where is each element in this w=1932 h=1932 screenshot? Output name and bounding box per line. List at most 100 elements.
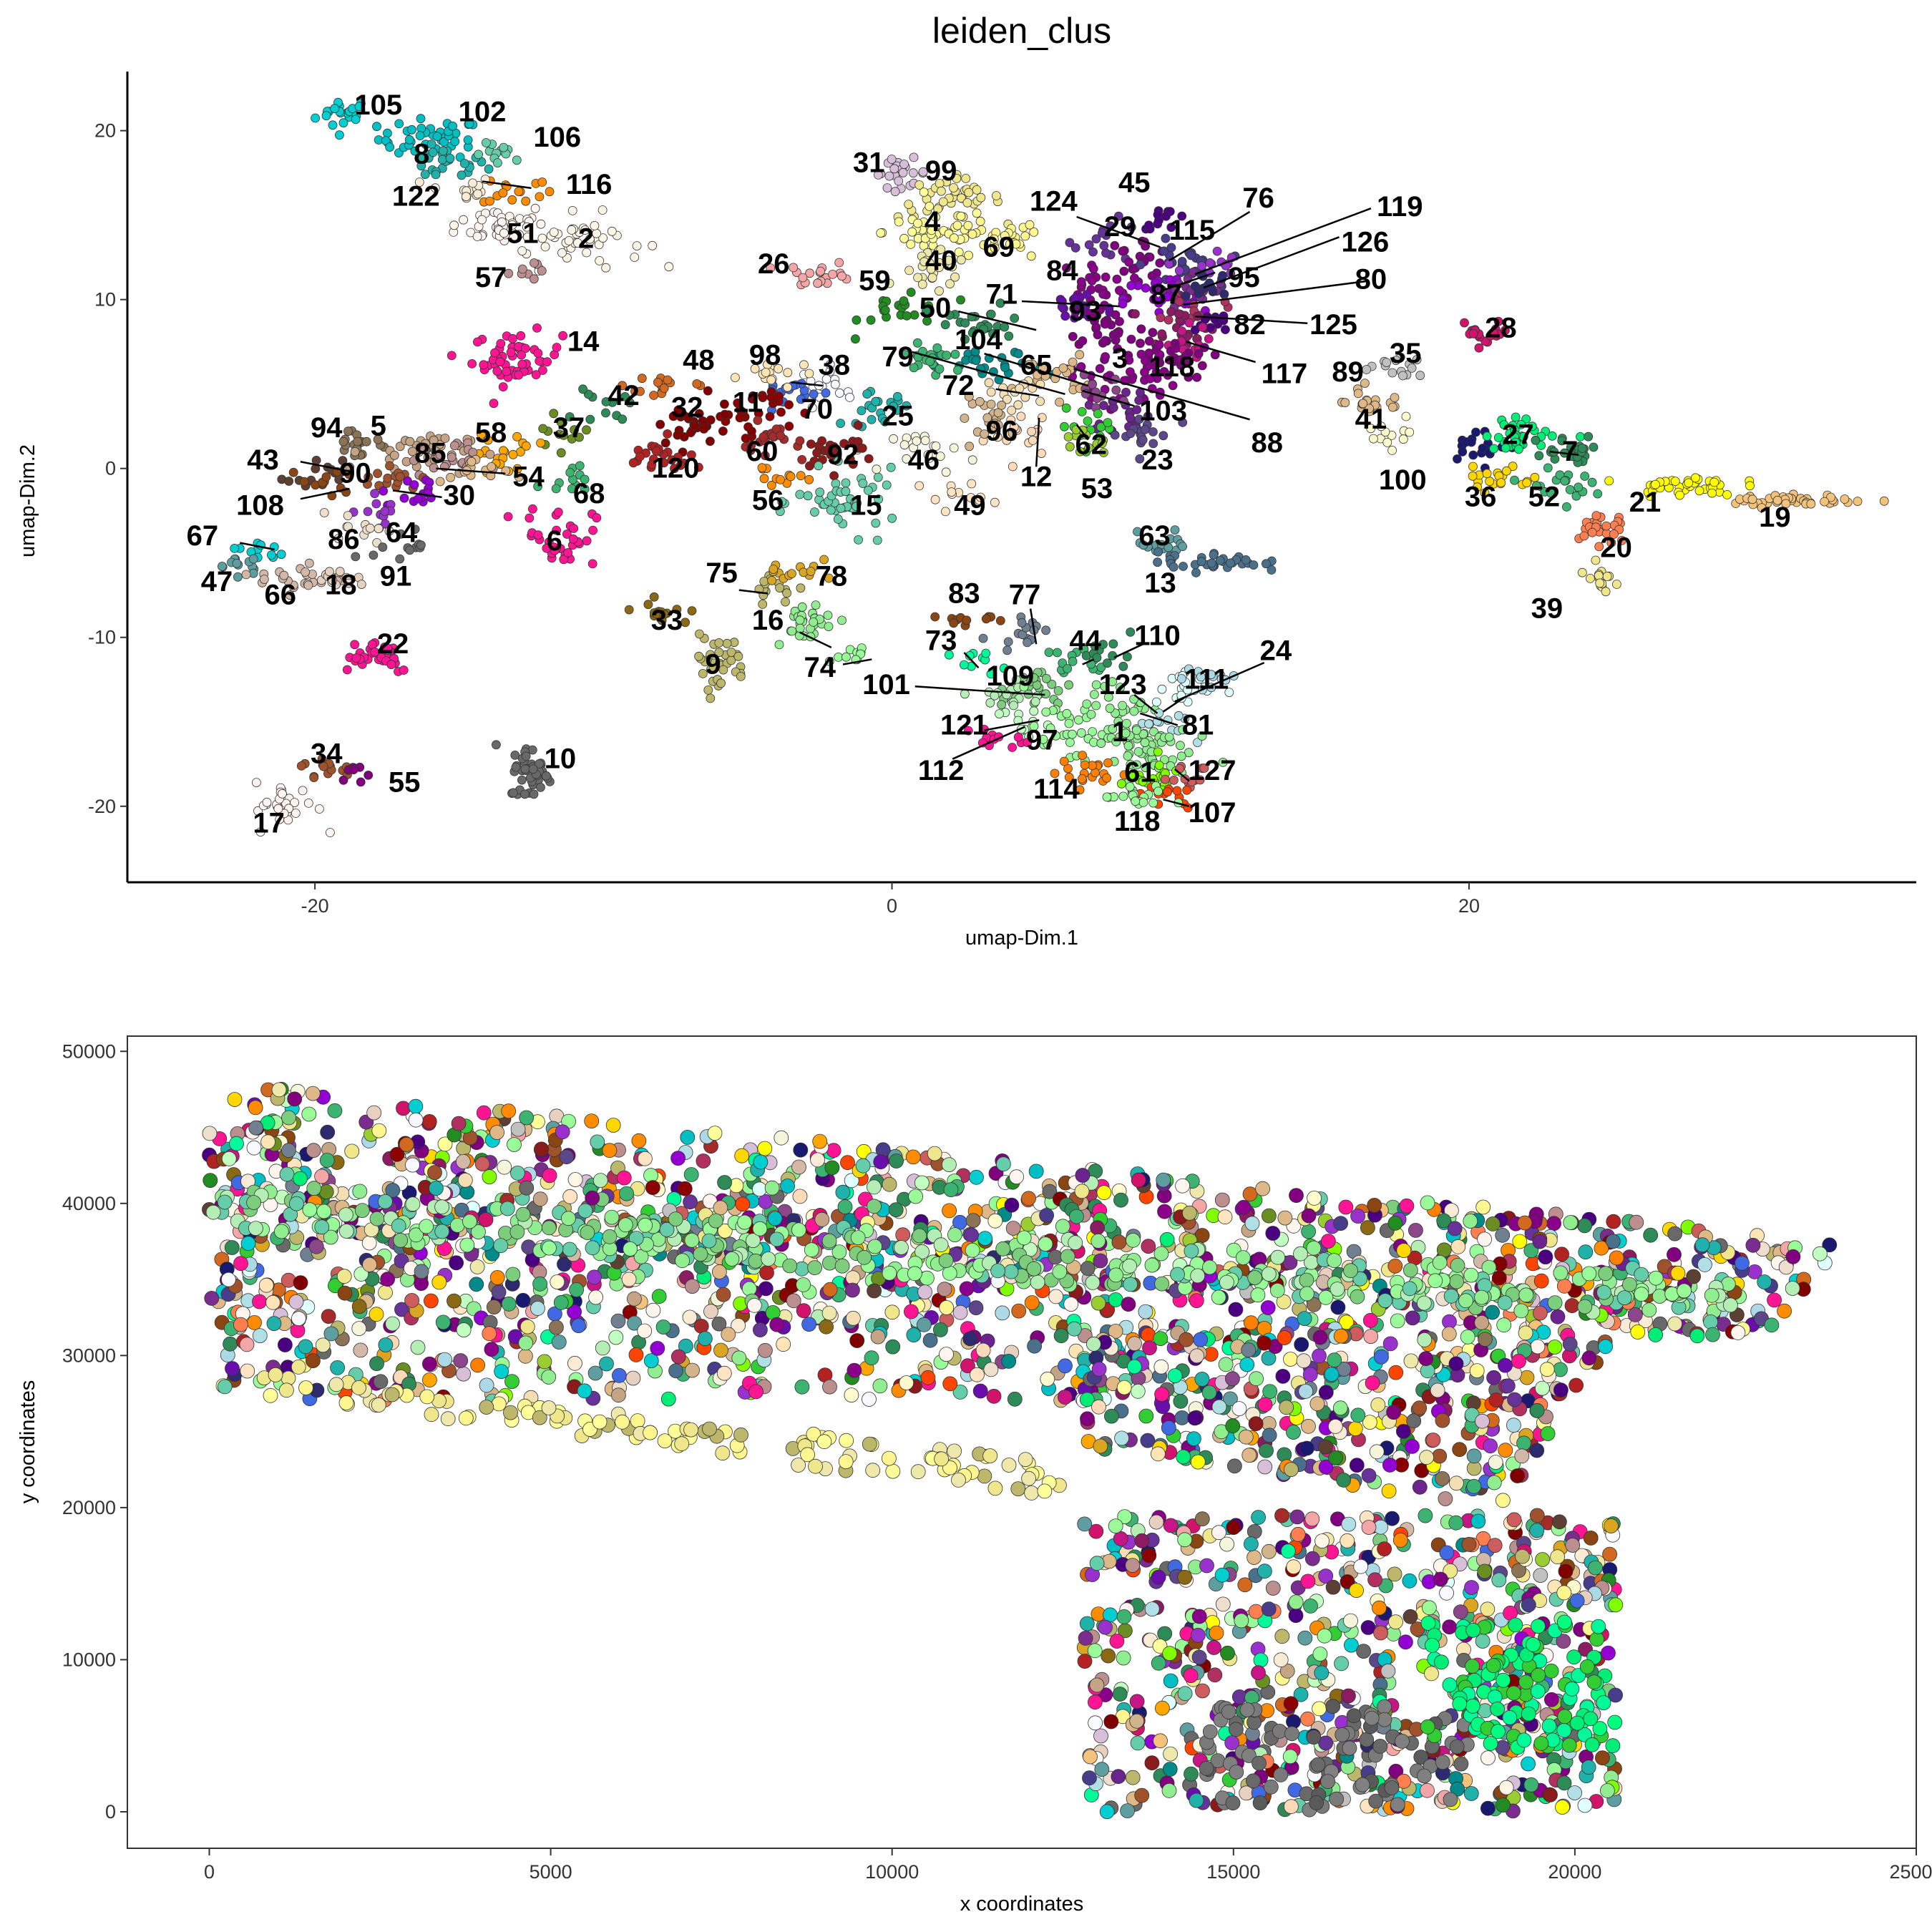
spatial-point (965, 1213, 981, 1228)
spatial-point (693, 1246, 708, 1262)
spatial-point (550, 1274, 565, 1289)
umap-point (350, 447, 360, 457)
umap-point (1110, 240, 1120, 250)
spatial-point (1153, 1246, 1169, 1262)
spatial-point (782, 1258, 798, 1274)
umap-point (514, 187, 524, 197)
umap-point (1118, 299, 1128, 309)
umap-point (585, 414, 595, 424)
umap-point (1070, 307, 1080, 317)
umap-point (990, 243, 1000, 253)
umap-point (1065, 441, 1075, 452)
spatial-point (321, 1309, 336, 1324)
umap-point (1820, 497, 1830, 507)
spatial-point (712, 1264, 727, 1279)
umap-point (536, 219, 546, 229)
umap-point (986, 309, 996, 319)
umap-point (864, 454, 874, 464)
spatial-point (821, 1305, 837, 1321)
spatial-point (1321, 1234, 1336, 1249)
spatial-point (590, 1134, 605, 1150)
spatial-point (1387, 1258, 1403, 1274)
umap-point (517, 350, 526, 360)
umap-point (1369, 434, 1378, 444)
umap-point (632, 241, 642, 251)
umap-point (834, 258, 844, 268)
spatial-point (1058, 1358, 1073, 1374)
spatial-point (1735, 1255, 1750, 1271)
cluster-label: 5 (371, 411, 386, 442)
umap-point (495, 357, 505, 367)
umap-point (960, 689, 970, 699)
spatial-point (567, 1172, 583, 1187)
cluster-label: 109 (986, 660, 1034, 692)
spatial-point (1318, 1289, 1334, 1305)
umap-point (492, 366, 502, 376)
umap-point (989, 234, 999, 244)
spatial-point (478, 1212, 494, 1227)
umap-point (1112, 274, 1122, 284)
spatial-point (850, 1230, 866, 1245)
cluster-label: 60 (746, 436, 779, 467)
umap-point (1074, 715, 1083, 725)
spatial-point (337, 1285, 353, 1301)
umap-point (565, 468, 575, 477)
umap-point (909, 152, 919, 162)
spatial-point (1621, 1277, 1637, 1292)
umap-point (1099, 240, 1109, 250)
spatial-point (1144, 1257, 1160, 1273)
umap-point (1197, 261, 1206, 271)
umap-point (542, 357, 552, 367)
spatial-point (305, 1353, 321, 1368)
umap-point (889, 164, 899, 174)
umap-point (960, 660, 969, 670)
spatial-point (519, 1180, 535, 1196)
spatial-point (1450, 1258, 1465, 1273)
spatial-point (456, 1154, 471, 1169)
umap-point (487, 462, 497, 472)
spatial-point (588, 1289, 603, 1305)
spatial-point (627, 1291, 642, 1307)
cluster-label: 56 (752, 484, 784, 516)
spatial-point (405, 1157, 420, 1173)
umap-point (1062, 708, 1072, 718)
umap-point (1055, 397, 1064, 407)
umap-point (663, 429, 673, 439)
umap-point (845, 393, 854, 402)
spatial-point (927, 1146, 942, 1161)
spatial-point (1277, 1210, 1293, 1226)
umap-point (1023, 638, 1032, 648)
umap-point (975, 396, 985, 406)
umap-point (504, 268, 514, 278)
spatial-point (908, 1189, 923, 1204)
spatial-point (204, 1291, 220, 1306)
spatial-point (713, 1200, 728, 1216)
umap-point (945, 279, 955, 289)
umap-point (1745, 481, 1755, 491)
umap-point (766, 392, 776, 402)
umap-point (1000, 230, 1010, 240)
cluster-label: 41 (1355, 404, 1387, 435)
spatial-point (1449, 1274, 1464, 1289)
spatial-point (306, 1181, 322, 1196)
spatial-point (362, 1257, 377, 1272)
umap-point (416, 161, 426, 171)
umap-point (935, 286, 944, 296)
umap-point (917, 279, 927, 289)
umap-point (1070, 243, 1080, 253)
umap-point (533, 530, 543, 540)
umap-point (1138, 435, 1148, 445)
cluster-label: 21 (1629, 487, 1662, 518)
umap-point (595, 255, 605, 265)
umap-point (512, 155, 522, 165)
umap-point (664, 262, 674, 272)
umap-point (1013, 400, 1023, 410)
umap-point (649, 592, 659, 602)
cluster-label: 106 (533, 122, 581, 153)
umap-point (414, 494, 423, 504)
umap-point (588, 525, 597, 535)
umap-point (1189, 267, 1199, 277)
x-tick-label: 0 (887, 895, 897, 917)
umap-point (1004, 331, 1014, 341)
umap-point (459, 215, 468, 225)
